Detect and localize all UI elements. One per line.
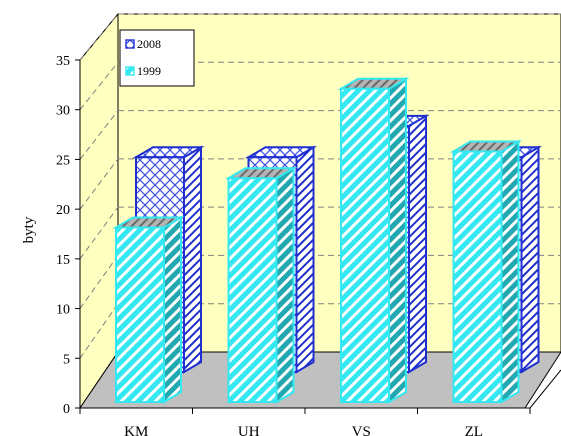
y-tick-label: 15: [56, 253, 70, 268]
x-tick-label: KM: [124, 424, 148, 436]
bar-2008-VS-side: [408, 114, 427, 374]
y-tick-label: 25: [56, 153, 70, 168]
gridline-side: [79, 61, 119, 111]
bar-1999-UH-front: [227, 177, 278, 403]
gridline-side: [79, 110, 119, 160]
y-axis-label: byty: [21, 216, 37, 243]
side-wall: [79, 12, 119, 410]
legend: 2008 1999: [119, 29, 195, 87]
x-tick-label: ZL: [465, 424, 483, 436]
bars: [112, 77, 543, 404]
gridline-side: [79, 303, 119, 359]
bar-1999-UH: [224, 166, 298, 404]
y-tick-label: 30: [56, 104, 70, 119]
legend-swatch-2008: [125, 39, 135, 49]
x-tick-label: VS: [352, 424, 371, 436]
gridline-side: [79, 255, 119, 309]
bar-1999-VS-side: [388, 77, 407, 404]
x-axis: KM UH VS ZL: [79, 408, 531, 436]
legend-label-1999: 1999: [137, 64, 161, 78]
bar-1999-KM: [112, 215, 185, 404]
bar-1999-ZL-front: [452, 150, 503, 403]
y-axis: 0 5 10 15 20 25 30 35: [56, 54, 81, 417]
bar-2008-UH-side: [295, 145, 315, 374]
bar-2008-ZL-side: [520, 145, 540, 374]
y-tick-label: 35: [56, 54, 70, 69]
bar-2008-KM-side: [183, 145, 202, 374]
bar-1999-KM-front: [115, 226, 165, 403]
y-tick-label: 10: [56, 303, 70, 318]
y-tick-label: 5: [63, 352, 70, 367]
gridline-side: [79, 206, 119, 260]
legend-swatch-1999: [125, 66, 135, 76]
floor-right-edge: [529, 369, 561, 409]
bar-1999-KM-side: [163, 215, 182, 404]
bar-1999-VS: [337, 77, 410, 404]
y-tick-label: 20: [56, 203, 70, 218]
bar-1999-UH-side: [275, 166, 295, 404]
bar-1999-ZL-side: [500, 139, 520, 404]
bar-1999-ZL: [449, 139, 523, 404]
legend-label-2008: 2008: [137, 37, 161, 51]
x-tick-label: UH: [238, 424, 260, 436]
bar-1999-VS-front: [340, 87, 390, 404]
gridline-side: [79, 158, 119, 210]
y-tick-label: 0: [63, 402, 70, 417]
